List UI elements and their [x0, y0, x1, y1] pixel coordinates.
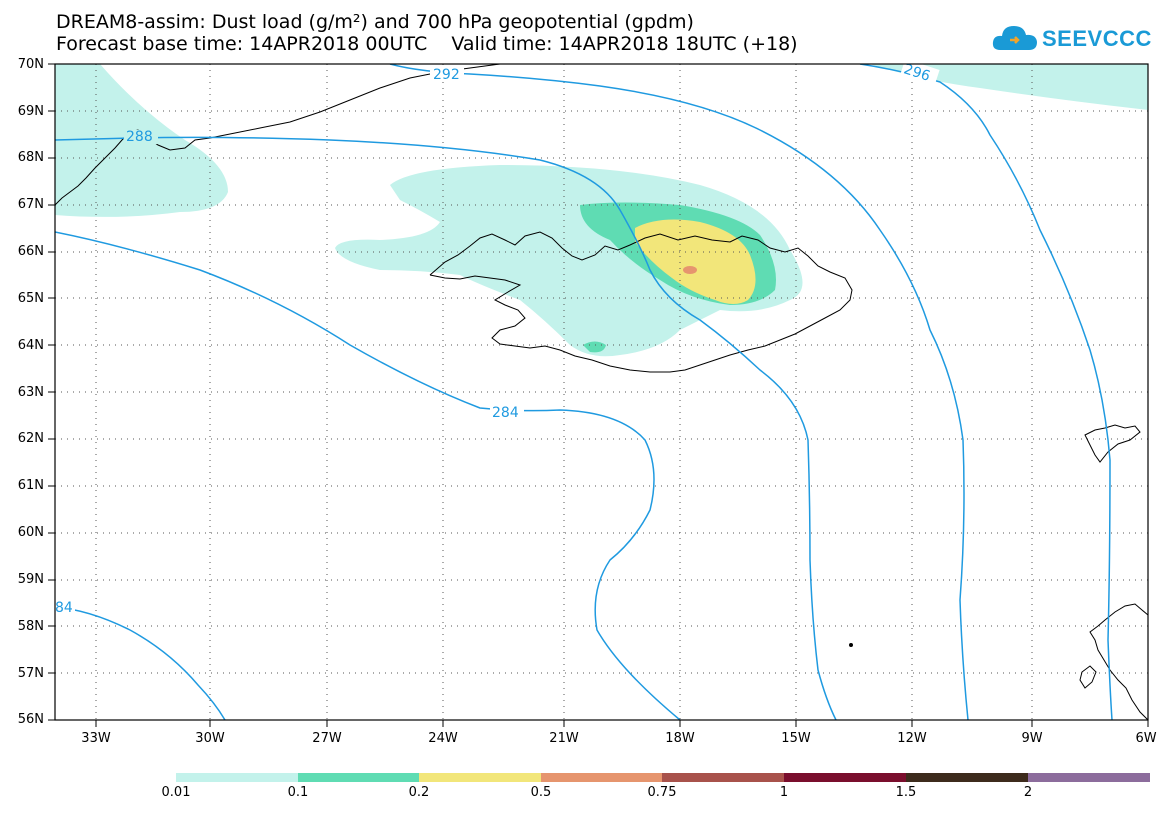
coastline-faroe	[1084, 424, 1141, 463]
cloud-icon	[992, 26, 1037, 50]
lat-label: 57N	[17, 666, 44, 681]
colorbar-label: 0.75	[647, 785, 677, 800]
colorbar-segment	[662, 773, 784, 782]
logo-text: SEEVCCC	[1042, 26, 1152, 51]
dust-area-northeast	[870, 64, 1148, 110]
dust-area-peak	[683, 266, 697, 274]
coastline-iceland	[429, 231, 853, 373]
lon-label: 24W	[428, 731, 458, 746]
lat-label: 68N	[17, 150, 44, 165]
lat-label: 70N	[17, 57, 44, 72]
lat-label: 69N	[17, 104, 44, 119]
lon-label: 6W	[1135, 731, 1157, 746]
lon-label: 18W	[665, 731, 695, 746]
contour-284	[55, 231, 681, 720]
lon-label: 21W	[549, 731, 579, 746]
colorbar-segment	[176, 773, 298, 782]
lat-label: 65N	[17, 291, 44, 306]
graticule	[55, 64, 1148, 720]
contour-288	[55, 136, 837, 720]
colorbar-segment	[1028, 773, 1150, 782]
colorbar-label: 0.5	[530, 785, 552, 800]
lon-label: 12W	[897, 731, 927, 746]
contour-292	[389, 64, 969, 720]
lon-label: 30W	[195, 731, 225, 746]
coastline-greenland	[55, 64, 501, 206]
contour-284-southwest	[55, 606, 226, 720]
lat-label: 60N	[17, 525, 44, 540]
contour-label: 288	[126, 129, 153, 145]
contour-label: 296	[902, 61, 932, 85]
contour-296	[859, 64, 1113, 720]
lat-label: 63N	[17, 385, 44, 400]
forecast-time-subtitle: Forecast base time: 14APR2018 00UTC Vali…	[56, 33, 798, 55]
colorbar-label: 0.1	[287, 785, 309, 800]
contour-label: 292	[433, 67, 460, 83]
colorbar-label: 1.5	[895, 785, 917, 800]
map-title: DREAM8-assim: Dust load (g/m²) and 700 h…	[56, 11, 694, 33]
colorbar-label: 0.01	[161, 785, 191, 800]
geopotential-contours	[55, 64, 1113, 720]
dust-area-small-patch	[583, 341, 606, 353]
contour-label: 84	[55, 600, 73, 616]
lat-label: 64N	[17, 338, 44, 353]
seevccc-logo: SEEVCCC	[990, 18, 1151, 58]
lon-label: 15W	[781, 731, 811, 746]
lon-label: 27W	[312, 731, 342, 746]
colorbar-label: 2	[1023, 785, 1033, 800]
colorbar-label: 1	[779, 785, 789, 800]
contour-label: 284	[492, 405, 519, 421]
colorbar-segment	[906, 773, 1028, 782]
rockall-island	[849, 643, 853, 647]
lat-label: 66N	[17, 244, 44, 259]
lat-label: 56N	[17, 712, 44, 727]
colorbar-segment	[419, 773, 541, 782]
coastline-scotland	[1089, 603, 1148, 720]
lat-label: 62N	[17, 431, 44, 446]
colorbar-segment	[541, 773, 662, 782]
tick-marks	[48, 63, 1149, 727]
dust-area-iceland-high	[635, 219, 756, 304]
lon-label: 9W	[1021, 731, 1043, 746]
lat-label: 58N	[17, 619, 44, 634]
coastline-hebrides	[1079, 665, 1097, 689]
lat-label: 59N	[17, 572, 44, 587]
colorbar-segment	[298, 773, 419, 782]
lat-label: 61N	[17, 478, 44, 493]
lon-label: 33W	[81, 731, 111, 746]
lat-label: 67N	[17, 197, 44, 212]
coastline	[55, 64, 1148, 720]
colorbar-segment	[784, 773, 906, 782]
colorbar-label: 0.2	[408, 785, 430, 800]
